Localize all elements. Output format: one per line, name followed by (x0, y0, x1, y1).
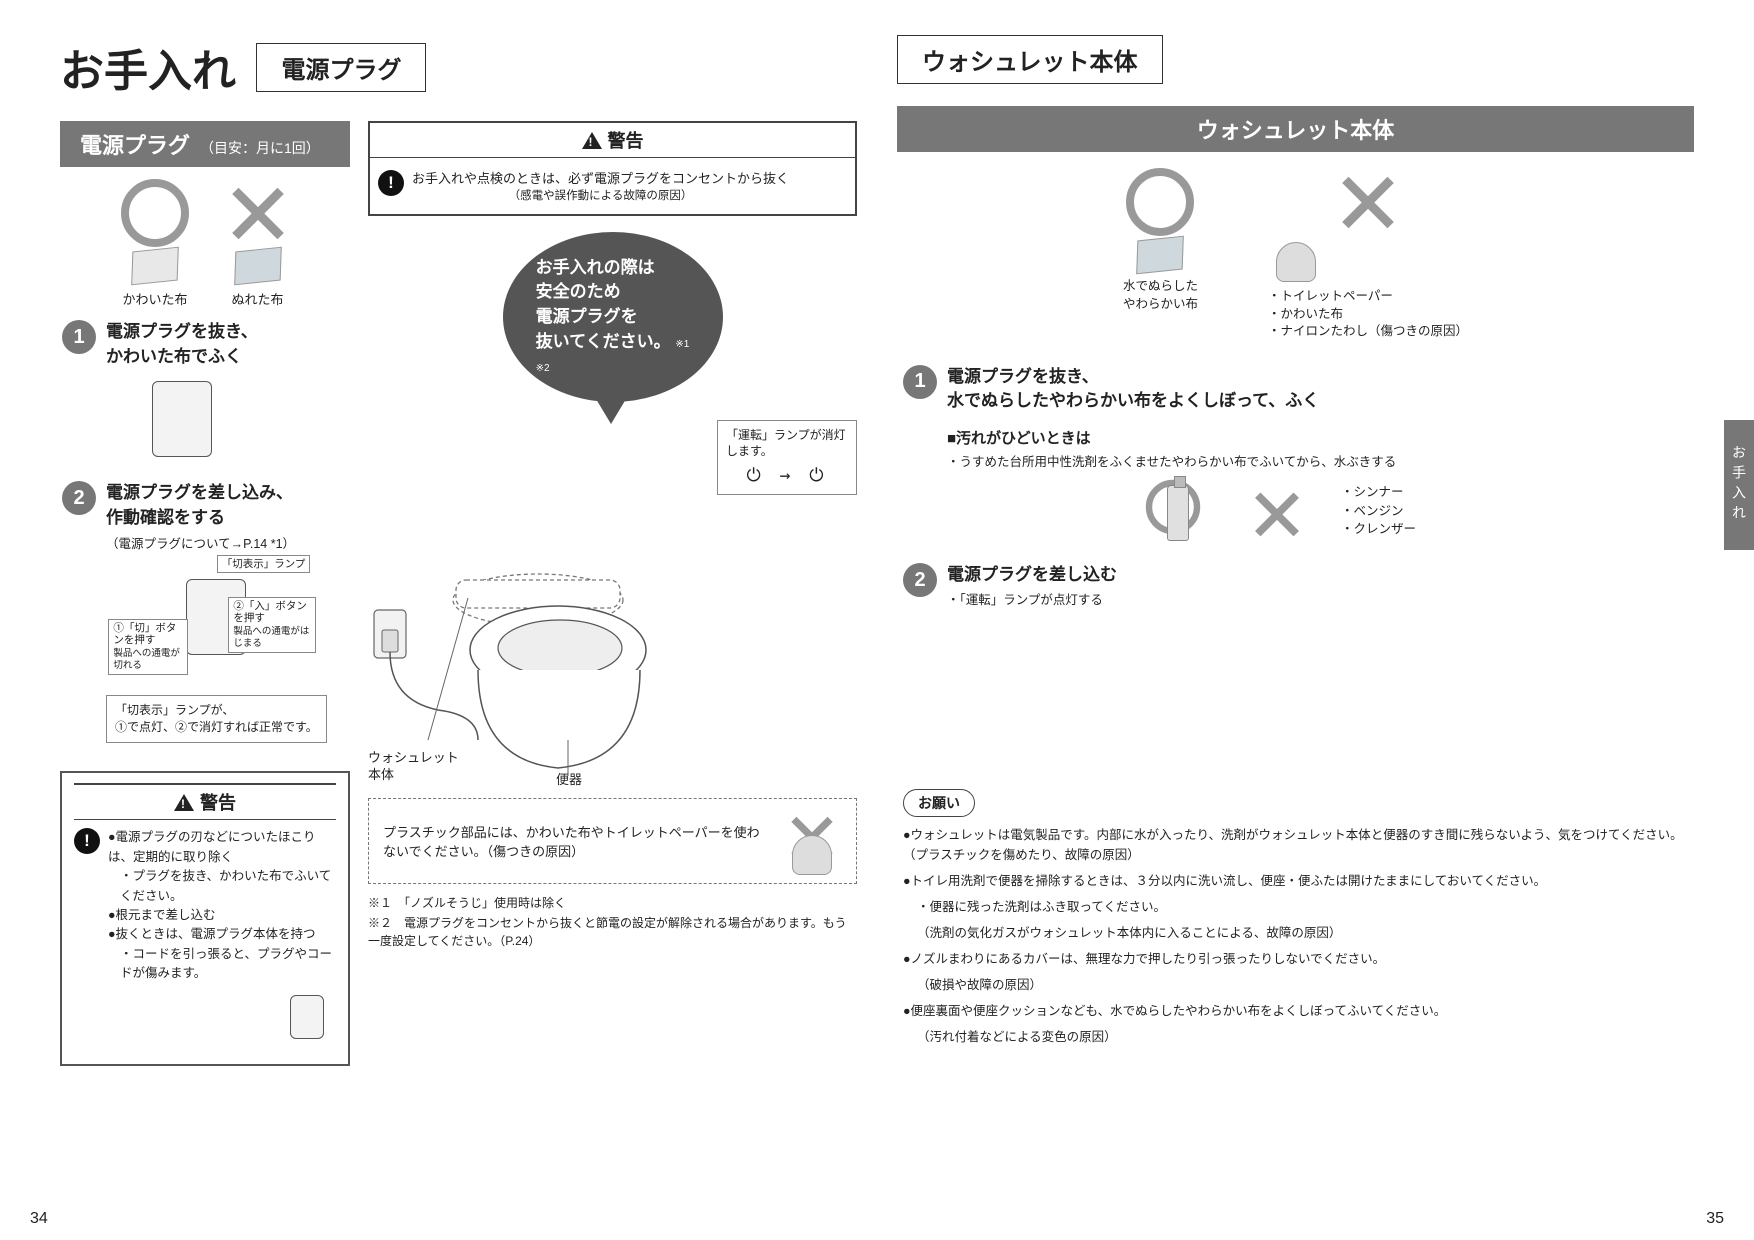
plug-wipe-illust (122, 375, 242, 465)
request-list: ●ウォシュレットは電気製品です。内部に水が入ったり、洗剤がウォシュレット本体と便… (903, 825, 1688, 1047)
page-title: お手入れ (60, 35, 236, 99)
step-1-text: 電源プラグを抜き、 水でぬらしたやわらかい布をよくしぼって、ふく (947, 365, 1416, 414)
request-label: お願い (903, 789, 975, 817)
step-1-badge: 1 (62, 320, 96, 354)
footnote-1: ※１ 「ノズルそうじ」使用時は除く (368, 894, 857, 912)
ok-label: 水でぬらした やわらかい布 (1123, 278, 1198, 313)
page-number-left: 34 (30, 1210, 48, 1228)
bang-icon: ! (74, 828, 100, 854)
warning-icon (582, 132, 602, 149)
warning-b-body: お手入れや点検のときは、必ず電源プラグをコンセントから抜く （感電や誤作動による… (412, 170, 789, 204)
section-bar-plug: 電源プラグ （目安：月に1回） (60, 121, 350, 167)
ok-label: かわいた布 (122, 289, 187, 308)
plug-status-note: 「切表示」ランプが、 ①で点灯、②で消灯すれば正常です。 (106, 695, 327, 744)
footnote-2: ※２ 電源プラグをコンセントから抜くと節電の設定が解除される場合があります。もう… (368, 914, 857, 950)
safety-bubble: お手入れの際は 安全のため 電源プラグを 抜いてください。 ※1 ※2 (503, 232, 723, 402)
solvent-list: ・シンナー ・ベンジン ・クレンザー (1341, 483, 1416, 539)
dry-cloth-icon (131, 247, 179, 286)
section-freq: （目安：月に1回） (200, 138, 320, 158)
step-2-badge: 2 (903, 563, 937, 597)
step-1-badge: 1 (903, 365, 937, 399)
lamp-box: 「運転」ランプが消灯します。 ⏻ → ⏻ (717, 420, 857, 495)
page-subhead-left: 電源プラグ (256, 43, 426, 92)
ng-mark-icon (1252, 489, 1303, 540)
page-number-right: 35 (1706, 1210, 1724, 1228)
toilet-paper-icon (1276, 242, 1316, 282)
plastic-caution-box: プラスチック部品には、かわいた布やトイレットペーパーを使わないでください。（傷つ… (368, 798, 857, 884)
damp-cloth-icon (1137, 236, 1185, 275)
lamp-callout: 「切表示」ランプ (217, 555, 311, 574)
ok-mark (125, 183, 185, 243)
step-2-badge: 2 (62, 481, 96, 515)
warning-icon (174, 794, 194, 811)
wet-cloth-icon (234, 247, 282, 286)
in-btn-callout: ②「入」ボタンを押す 製品への通電がはじまる (228, 597, 316, 653)
step-1-text: 電源プラグを抜き、 かわいた布でふく (106, 320, 258, 369)
warning-title-a: 警告 (74, 783, 336, 820)
warning-title-b: 警告 (370, 123, 855, 158)
ng-mark (228, 183, 288, 243)
page-subhead-right: ウォシュレット本体 (897, 35, 1163, 84)
step-2-text: 電源プラグを差し込み、 作動確認をする (106, 481, 327, 530)
plug-illust: 「切表示」ランプ ②「入」ボタンを押す 製品への通電がはじまる ①「切」ボタンを… (126, 559, 306, 689)
out-btn-callout: ①「切」ボタンを押す 製品への通電が切れる (108, 619, 188, 675)
section-title: 電源プラグ (80, 128, 190, 160)
warning-a-body: ●電源プラグの刃などについたほこりは、定期的に取り除く ・プラグを抜き、かわいた… (108, 828, 336, 1053)
step-2-note: ・「運転」ランプが点灯する (947, 592, 1117, 610)
ng-label-lines: ・トイレットペーパー ・かわいた布 ・ナイロンたわし（傷つきの原因） (1268, 288, 1468, 341)
ok-mark (1130, 172, 1190, 232)
toilet-paper-icon (792, 835, 832, 875)
ng-mark (1338, 172, 1398, 232)
section-bar-body: ウォシュレット本体 (897, 106, 1694, 152)
step-2-note: （電源プラグについて→P.14 *1） (106, 535, 327, 553)
step-2-text: 電源プラグを差し込む (947, 563, 1117, 588)
side-tab: お手入れ (1724, 420, 1754, 550)
bang-icon: ! (378, 170, 404, 196)
dirty-bullet: ・うすめた台所用中性洗剤をふくませたやわらかい布でふいてから、水ぶきする (947, 454, 1416, 472)
bowl-label: 便器 (556, 772, 582, 789)
toilet-illust (368, 480, 668, 780)
subhead-dirty: ■汚れがひどいときは (947, 428, 1416, 450)
detergent-bottle-icon (1167, 485, 1189, 541)
ng-label: ぬれた布 (228, 289, 288, 308)
washlet-label: ウォシュレット 本体 (368, 750, 459, 784)
